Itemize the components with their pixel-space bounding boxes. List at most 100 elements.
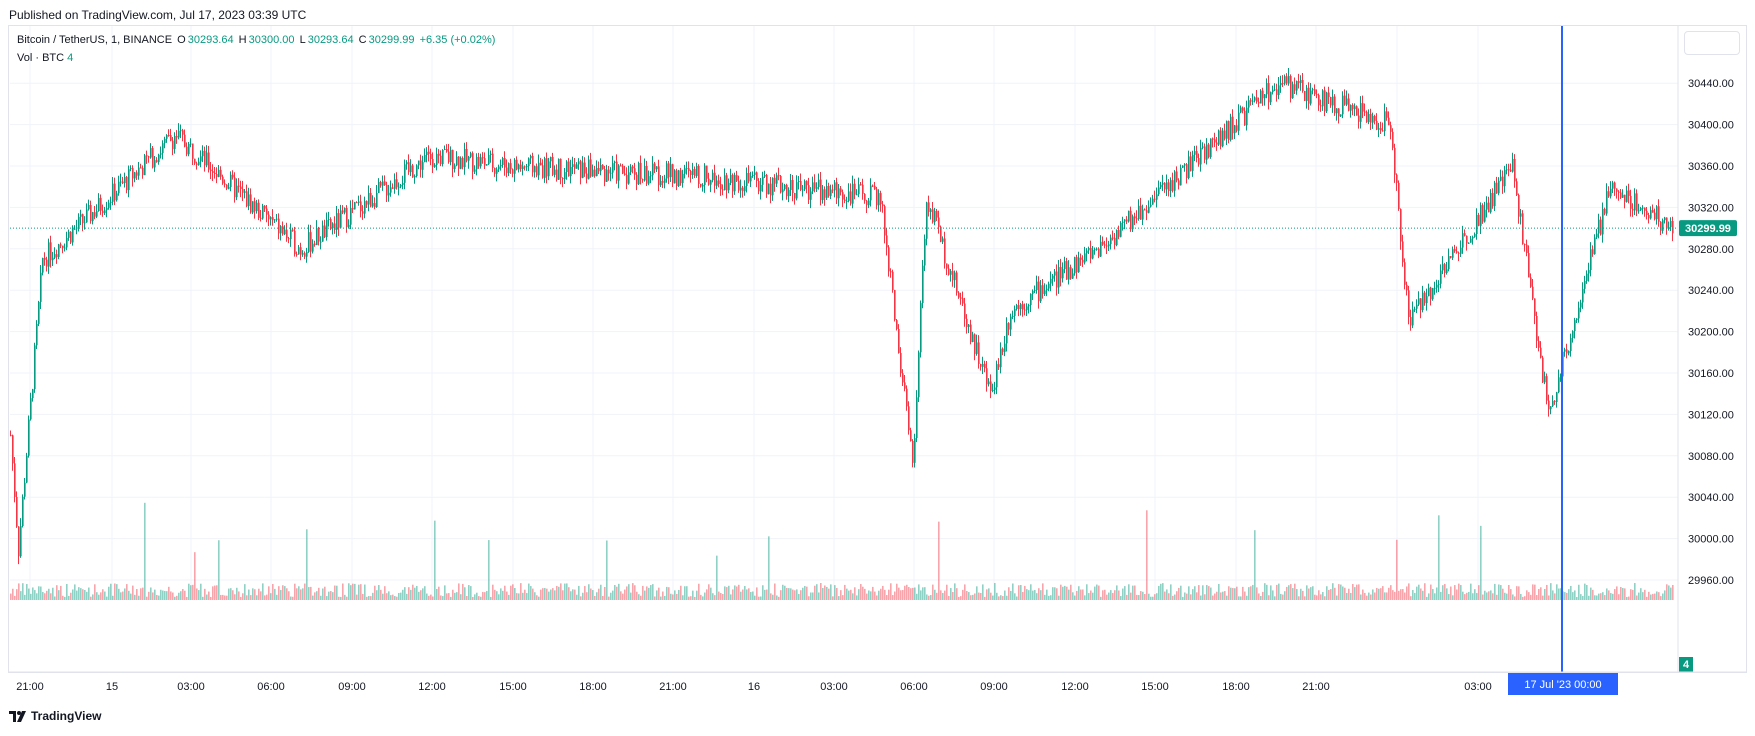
volume-bar (620, 591, 622, 600)
candle-body (668, 163, 670, 178)
candle-body (174, 135, 176, 150)
candle-body (538, 162, 540, 176)
volume-bar (978, 592, 980, 600)
candle-body (956, 272, 958, 293)
candle-body (660, 180, 662, 186)
volume-bar (256, 595, 258, 600)
volume-bar (720, 592, 722, 600)
volume-bar (644, 590, 646, 600)
volume-bar (626, 586, 628, 600)
volume-bar (432, 596, 434, 600)
volume-bar (378, 585, 380, 600)
volume-bar (1002, 596, 1004, 600)
candle-body (584, 162, 586, 174)
volume-bar (1582, 595, 1584, 600)
candle-body (786, 184, 788, 197)
volume-bar (444, 585, 446, 600)
volume-bar (554, 590, 556, 600)
volume-bar (1130, 592, 1132, 600)
volume-bar (1238, 596, 1240, 600)
volume-bar (1514, 596, 1516, 600)
volume-bar (1508, 584, 1510, 600)
candle-body (716, 180, 718, 186)
candle-body (1654, 212, 1656, 220)
volume-bar (352, 583, 354, 600)
candle-body (122, 181, 124, 184)
volume-bar (1054, 587, 1056, 600)
volume-bar (308, 587, 310, 600)
volume-bar (386, 593, 388, 600)
volume-bar (226, 595, 228, 600)
candle-body (330, 219, 332, 229)
volume-bar (1226, 595, 1228, 600)
candle-body (774, 177, 776, 184)
candle-body (1416, 304, 1418, 309)
volume-bar (630, 592, 632, 600)
tradingview-footer[interactable]: TradingView (9, 709, 101, 723)
candle-body (1336, 108, 1338, 114)
candle-body (918, 352, 920, 398)
candle-body (140, 167, 142, 169)
candle-body (1066, 261, 1068, 280)
time-tick-label: 15 (106, 681, 118, 693)
chart-settings-button[interactable] (1684, 31, 1740, 55)
candle-body (968, 324, 970, 327)
candle-body (22, 496, 24, 527)
volume-bar (608, 596, 610, 600)
volume-bar (162, 590, 164, 600)
volume-bar (362, 593, 364, 600)
volume-bar (738, 584, 740, 600)
volume-bar (842, 595, 844, 600)
candle-body (198, 161, 200, 165)
candle-body (1574, 320, 1576, 332)
volume-bar (982, 584, 984, 600)
volume-bar (28, 588, 30, 600)
volume-bar (274, 588, 276, 600)
candle-body (416, 165, 418, 177)
candle-body (1608, 191, 1610, 197)
candle-body (424, 154, 426, 163)
volume-bar (304, 583, 306, 600)
volume-bar (988, 588, 990, 600)
candle-body (1238, 112, 1240, 131)
volume-bar (1612, 593, 1614, 600)
candle-body (998, 364, 1000, 368)
volume-bar (1240, 596, 1242, 600)
candle-body (1670, 220, 1672, 228)
candle-body (974, 334, 976, 354)
volume-bar (1082, 589, 1084, 600)
candle-body (536, 166, 538, 176)
candle-body (1590, 249, 1592, 271)
volume-bar (512, 584, 514, 600)
candle-body (1570, 338, 1572, 352)
candle-body (1476, 214, 1478, 235)
volume-bar (1620, 586, 1622, 600)
candle-body (1496, 182, 1498, 194)
volume-bar (1122, 588, 1124, 600)
volume-bar (434, 520, 436, 600)
candle-body (106, 207, 108, 211)
candle-body (858, 184, 860, 195)
candle-body (996, 364, 998, 388)
volume-bar (146, 596, 148, 600)
volume-bar (450, 596, 452, 600)
volume-bar (798, 594, 800, 600)
candle-body (1486, 202, 1488, 210)
candle-body (588, 159, 590, 179)
volume-bar (1174, 594, 1176, 600)
volume-bar (796, 589, 798, 600)
candle-body (252, 201, 254, 213)
volume-bar (1252, 584, 1254, 600)
volume-bar (414, 587, 416, 600)
volume-bar (446, 593, 448, 600)
candle-body (750, 175, 752, 182)
candle-body (1318, 95, 1320, 106)
volume-bar (1618, 594, 1620, 600)
volume-bar (1316, 595, 1318, 600)
volume-bar (1160, 583, 1162, 600)
volume-bar (292, 596, 294, 600)
volume-bar (732, 589, 734, 600)
candle-body (1020, 304, 1022, 310)
volume-bar (1016, 596, 1018, 600)
